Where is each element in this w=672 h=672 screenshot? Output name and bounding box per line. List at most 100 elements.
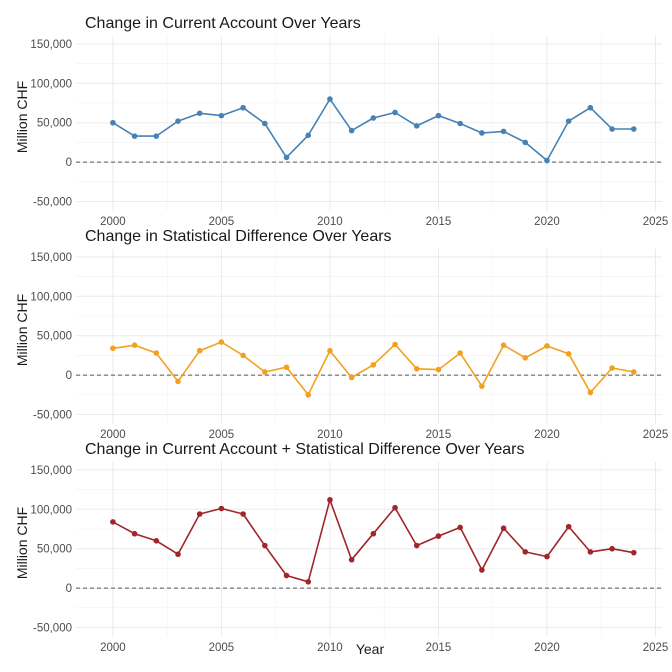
data-point <box>392 341 398 348</box>
data-point <box>110 119 116 126</box>
data-point <box>370 115 377 121</box>
series-line <box>112 98 634 162</box>
series-line <box>112 341 634 396</box>
data-point <box>240 104 246 111</box>
y-tick-label: 0 <box>66 583 72 595</box>
data-point <box>544 343 550 349</box>
data-point <box>522 549 529 555</box>
data-point <box>630 126 637 132</box>
y-tick-label: -50,000 <box>33 197 72 209</box>
x-tick-label: 2010 <box>317 216 343 228</box>
x-tick-label: 2025 <box>643 429 669 441</box>
data-point <box>131 133 138 139</box>
data-point <box>131 342 138 348</box>
data-point <box>153 350 160 356</box>
data-point <box>153 538 160 544</box>
panel-current-account: Change in Current Account Over Years Mil… <box>14 15 668 228</box>
panel-statistical-difference: Change in Statistical Difference Over Ye… <box>14 228 668 441</box>
data-point <box>131 530 138 537</box>
data-point <box>305 392 312 398</box>
data-point <box>392 504 398 511</box>
data-point <box>153 133 160 139</box>
y-tick-label: 100,000 <box>30 504 72 516</box>
x-tick-label: 2005 <box>209 642 235 654</box>
x-tick-label: 2025 <box>643 216 669 228</box>
x-tick-label: 2020 <box>534 642 560 654</box>
data-point <box>479 130 485 136</box>
data-point <box>630 549 637 556</box>
data-point <box>609 545 615 552</box>
data-point <box>283 572 290 579</box>
x-tick-label: 2020 <box>534 429 560 441</box>
x-tick-label: 2010 <box>317 642 343 654</box>
data-point <box>457 350 463 356</box>
data-point <box>370 362 377 368</box>
y-tick-label: 150,000 <box>30 465 72 477</box>
y-axis-label: Million CHF <box>14 507 30 579</box>
data-point <box>218 112 225 119</box>
data-point <box>392 109 398 116</box>
data-point <box>218 339 225 345</box>
y-tick-label: 150,000 <box>30 39 72 51</box>
data-point <box>457 524 463 531</box>
data-point <box>565 523 572 530</box>
data-point <box>609 365 615 371</box>
data-point <box>630 369 637 375</box>
data-point <box>196 347 203 354</box>
data-point <box>262 120 268 127</box>
data-point <box>587 389 594 396</box>
x-tick-label: 2010 <box>317 429 343 441</box>
data-point <box>565 351 572 357</box>
y-axis-label: Million CHF <box>14 294 30 366</box>
data-point <box>435 533 442 539</box>
data-point <box>283 364 290 371</box>
data-point <box>587 549 594 555</box>
data-point <box>348 556 355 563</box>
x-tick-label: 2015 <box>426 429 452 441</box>
data-point <box>348 374 355 381</box>
data-point <box>413 542 420 549</box>
y-tick-label: 100,000 <box>30 78 72 90</box>
data-point <box>240 352 246 359</box>
data-point <box>196 511 203 517</box>
data-point <box>262 542 268 549</box>
data-point <box>327 347 333 354</box>
x-tick-label: 2005 <box>209 216 235 228</box>
data-point <box>327 96 333 102</box>
y-tick-label: 150,000 <box>30 252 72 264</box>
x-tick-label: 2000 <box>100 642 126 654</box>
data-point <box>110 519 116 525</box>
data-point <box>413 366 420 372</box>
data-point <box>240 511 246 517</box>
y-tick-label: -50,000 <box>33 623 72 635</box>
y-tick-label: 0 <box>66 370 72 382</box>
data-point <box>262 369 268 375</box>
y-tick-label: 50,000 <box>37 544 72 556</box>
data-point <box>110 345 116 352</box>
data-point <box>413 123 420 129</box>
x-tick-label: 2005 <box>209 429 235 441</box>
data-point <box>305 132 312 139</box>
x-axis-label: Year <box>356 641 385 657</box>
data-point <box>435 366 442 373</box>
data-point <box>587 104 594 111</box>
data-point <box>175 378 181 385</box>
data-point <box>522 354 529 361</box>
data-point <box>196 110 203 117</box>
x-tick-label: 2025 <box>643 642 669 654</box>
data-point <box>500 342 507 348</box>
panel-combined: Change in Current Account + Statistical … <box>14 441 668 657</box>
data-point <box>544 553 550 560</box>
x-tick-label: 2015 <box>426 642 452 654</box>
y-tick-label: 50,000 <box>37 118 72 130</box>
data-point <box>457 120 463 127</box>
data-point <box>175 551 181 558</box>
x-tick-label: 2015 <box>426 216 452 228</box>
panel-title: Change in Current Account + Statistical … <box>85 441 525 458</box>
data-point <box>565 118 572 124</box>
y-tick-label: 50,000 <box>37 331 72 343</box>
data-point <box>522 139 529 146</box>
data-point <box>479 567 485 573</box>
x-tick-label: 2000 <box>100 216 126 228</box>
